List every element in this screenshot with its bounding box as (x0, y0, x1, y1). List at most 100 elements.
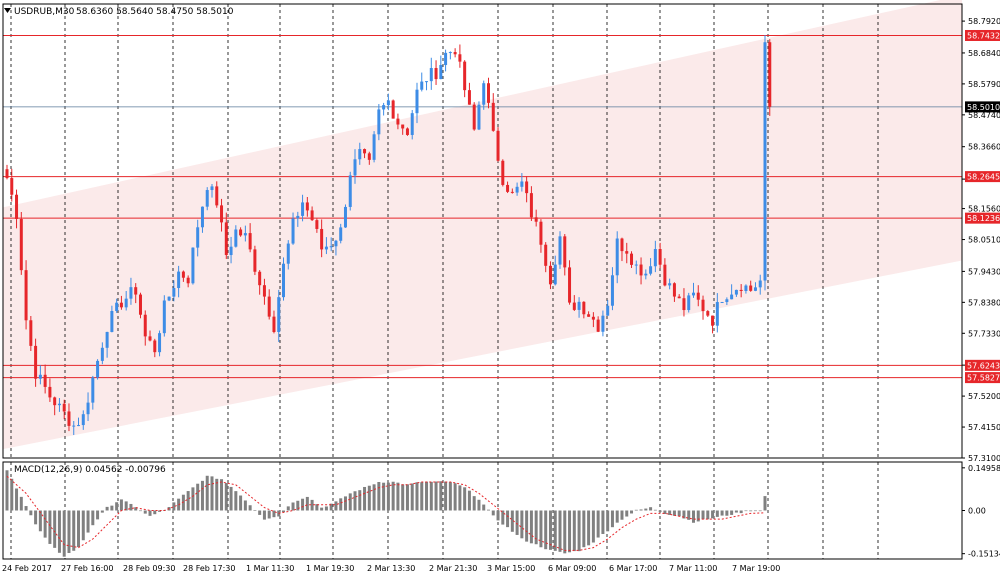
candle-bull (77, 425, 81, 427)
candle-bear (15, 194, 19, 219)
candle-bear (534, 217, 538, 222)
macd-histogram-bar (239, 495, 243, 511)
macd-histogram-bar (29, 510, 33, 516)
candle-bear (62, 403, 66, 412)
macd-histogram-bar (420, 482, 424, 511)
macd-histogram-bar (410, 483, 414, 511)
macd-histogram-bar (243, 500, 247, 511)
candle-bear (491, 102, 495, 131)
time-tick-label: 2 Mar 21:30 (429, 564, 477, 573)
candle-bull (558, 236, 562, 265)
macd-histogram-bar (301, 498, 305, 511)
macd-histogram-bar (701, 510, 705, 520)
candle-bear (401, 124, 405, 129)
macd-histogram-bar (191, 487, 195, 511)
candle-bear (463, 61, 467, 91)
time-tick-label: 28 Feb 17:30 (183, 564, 235, 573)
macd-histogram-bar (696, 510, 700, 522)
channel-layer (3, 0, 962, 450)
candle-bull (410, 113, 414, 135)
candle-bear (711, 315, 715, 326)
macd-tick-label: 0.00 (968, 507, 986, 516)
macd-histogram-bar (315, 504, 319, 511)
macd-histogram-bar (372, 484, 376, 511)
candle-bull (38, 374, 42, 379)
candle-bull (477, 104, 481, 130)
macd-histogram-bar (706, 510, 710, 520)
candle-bear (43, 374, 47, 387)
candle-bear (472, 104, 476, 130)
macd-histogram-bar (96, 510, 100, 520)
candle-bear (768, 42, 772, 107)
candle-bull (91, 377, 95, 403)
candle-bear (53, 397, 57, 406)
candle-bull (329, 246, 333, 248)
candle-bull (243, 233, 247, 236)
macd-histogram-bar (67, 510, 71, 553)
price-tick-label: 58.1560 (968, 205, 1000, 214)
candle-bull (730, 294, 734, 300)
macd-histogram-bar (715, 510, 719, 517)
candles-layer (5, 35, 772, 436)
candle-bull (744, 285, 748, 292)
candle-bull (177, 271, 181, 289)
candle-bear (153, 340, 157, 353)
macd-histogram-bar (215, 478, 219, 511)
candle-bear (363, 149, 367, 154)
candle-bear (591, 316, 595, 320)
candle-bear (405, 128, 409, 135)
candle-bull (758, 280, 762, 288)
candle-bear (19, 218, 23, 271)
candle-bear (496, 130, 500, 161)
candle-bull (644, 273, 648, 276)
macd-histogram-bar (53, 510, 57, 548)
candle-bear (749, 285, 753, 291)
candle-bull (277, 297, 281, 333)
candle-bear (148, 336, 152, 341)
macd-histogram-bar (253, 510, 257, 511)
candle-bear (701, 299, 705, 312)
macd-histogram-bar (591, 510, 595, 543)
macd-histogram-bar (744, 510, 748, 512)
candle-bull (439, 65, 443, 80)
candle-bull (234, 229, 238, 247)
macd-histogram-bar (491, 510, 495, 516)
candle-bull (205, 190, 209, 207)
candle-bull (687, 295, 691, 311)
macd-histogram-bar (224, 483, 228, 511)
candle-bear (248, 233, 252, 250)
candle-bull (668, 283, 672, 286)
candle-bull (715, 302, 719, 326)
macd-histogram-bar (677, 510, 681, 517)
macd-histogram-bar (548, 510, 552, 550)
candle-bull (72, 425, 76, 427)
macd-histogram-bar (577, 510, 581, 552)
candle-bull (96, 360, 100, 378)
macd-signal-line (6, 475, 766, 551)
level-price-tag (965, 372, 1000, 384)
candle-bear (630, 253, 634, 265)
candle-bear (582, 301, 586, 315)
macd-histogram-bar (472, 496, 476, 511)
candle-bear (5, 169, 9, 179)
macd-histogram-bar (205, 475, 209, 511)
price-tick-label: 57.8380 (968, 298, 1000, 307)
time-tick-label: 7 Mar 19:00 (732, 564, 780, 573)
candle-bull (100, 347, 104, 361)
candle-bull (763, 42, 767, 281)
candle-bear (663, 264, 667, 286)
candle-bull (196, 227, 200, 248)
level-price-tag-label: 58.7432 (967, 31, 1000, 40)
candle-bear (486, 83, 490, 103)
macd-histogram-bar (734, 510, 738, 513)
macd-histogram-bar (24, 506, 28, 511)
macd-histogram-bar (467, 490, 471, 511)
chevron-down-icon[interactable] (4, 8, 11, 13)
price-panel-frame (2, 3, 963, 459)
macd-histogram-bar (377, 481, 381, 511)
macd-histogram-bar (544, 510, 548, 550)
macd-histogram-bar (77, 510, 81, 548)
levels-layer (3, 34, 962, 379)
candle-bear (391, 100, 395, 119)
macd-histogram-bar (668, 510, 672, 515)
